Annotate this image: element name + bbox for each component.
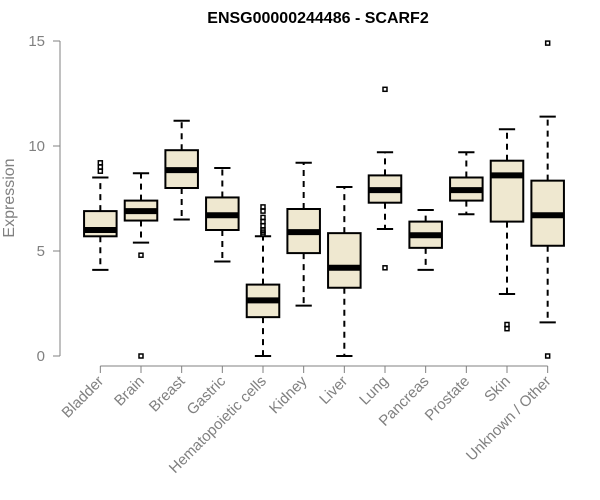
boxes-layer [83, 40, 565, 359]
x-tick-label: Lung [356, 373, 392, 409]
outlier-point [504, 321, 510, 328]
iqr-box [489, 159, 525, 223]
x-tick-label: Bladder [59, 373, 108, 422]
outlier-point [97, 168, 104, 174]
y-tick-label: 15 [28, 33, 45, 50]
outlier-point [138, 252, 144, 258]
y-tick-label: 5 [37, 243, 45, 260]
box-11 [489, 128, 525, 332]
box-8 [367, 86, 403, 271]
box-10 [449, 151, 484, 216]
y-tick-label: 10 [28, 138, 45, 155]
outlier-point [544, 353, 551, 359]
box-12 [530, 40, 565, 359]
outlier-point [260, 208, 266, 214]
outlier-point [382, 265, 388, 271]
y-axis-label: Expression [1, 158, 18, 237]
x-tick-label: Prostate [422, 373, 474, 425]
outlier-point [97, 164, 104, 170]
outlier-point [260, 218, 266, 225]
box-7 [327, 185, 362, 357]
outlier-point [97, 160, 104, 166]
y-tick-label: 0 [37, 348, 45, 365]
box-5 [245, 204, 281, 357]
outlier-point [504, 325, 510, 332]
x-tick-label: Kidney [266, 372, 311, 417]
box-9 [408, 209, 443, 271]
chart-title: ENSG00000244486 - SCARF2 [207, 10, 429, 27]
box-3 [164, 119, 199, 221]
x-tick-label: Skin [481, 373, 514, 406]
box-1 [83, 160, 118, 271]
x-tick-label: Brain [111, 373, 148, 410]
outlier-point [260, 214, 266, 221]
box-4 [205, 167, 240, 263]
outlier-point [544, 40, 551, 46]
outlier-point [382, 86, 388, 93]
box-2 [123, 172, 159, 359]
outlier-point [260, 223, 266, 229]
y-axis: 0 5 10 15 [28, 33, 61, 365]
box-6 [286, 161, 321, 307]
x-tick-label: Liver [316, 373, 351, 408]
iqr-box [327, 232, 362, 289]
outlier-point [260, 204, 266, 210]
x-tick-label: Breast [146, 372, 189, 415]
outlier-point [138, 353, 144, 359]
